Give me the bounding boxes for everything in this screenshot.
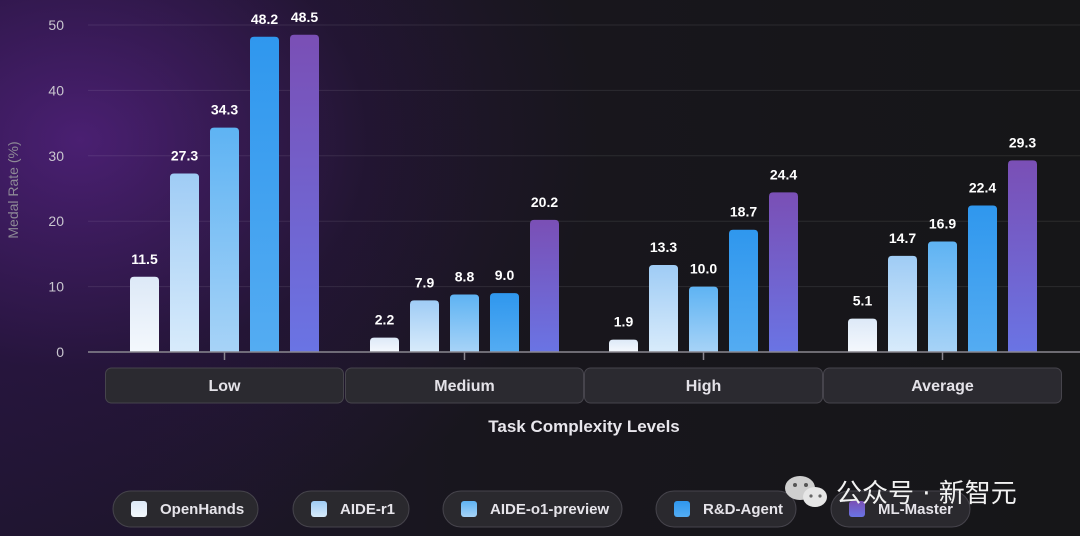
- legend-pill: [442, 490, 623, 528]
- legend-pill: [112, 490, 259, 528]
- legend-swatch: [461, 501, 477, 517]
- value-label-openhands-low: 11.5: [131, 251, 158, 267]
- watermark-text: 公众号 · 新智元: [836, 479, 1017, 509]
- legend-pill: [655, 490, 797, 528]
- value-label-ml-master-high: 24.4: [770, 166, 797, 182]
- value-label-aide-o1-preview-high: 10.0: [690, 261, 717, 277]
- bar-aide-r1-low: [170, 173, 199, 352]
- category-box-average: [823, 367, 1062, 404]
- legend-item-ml-master: ML-Master: [830, 490, 971, 528]
- y-tick-label: 50: [48, 17, 64, 33]
- legend-pill: [292, 490, 410, 528]
- y-axis-label: Medal Rate (%): [5, 141, 21, 238]
- y-tick-label: 30: [48, 148, 64, 164]
- bars: [130, 34, 1037, 353]
- legend-item-aide-o1-preview: AIDE-o1-preview: [442, 490, 623, 528]
- legend-item-openhands: OpenHands: [112, 490, 259, 528]
- value-label-aide-r1-medium: 7.9: [415, 274, 435, 290]
- category-label-high: High: [686, 378, 722, 395]
- bar-ml-master-low: [290, 34, 319, 353]
- bar-r-d-agent-medium: [490, 293, 519, 352]
- value-label-r-d-agent-high: 18.7: [730, 204, 757, 220]
- watermark: 公众号 · 新智元: [785, 476, 1017, 509]
- bar-ml-master-average: [1008, 160, 1037, 352]
- value-label-aide-o1-preview-low: 34.3: [211, 102, 238, 118]
- bar-openhands-medium: [370, 337, 399, 352]
- y-tick-label: 20: [48, 213, 64, 229]
- x-axis: [88, 351, 1080, 360]
- value-label-r-d-agent-low: 48.2: [251, 11, 278, 27]
- value-label-aide-r1-high: 13.3: [650, 239, 677, 255]
- value-label-aide-o1-preview-average: 16.9: [929, 215, 956, 231]
- y-tick-label: 0: [56, 344, 64, 360]
- bar-aide-o1-preview-high: [689, 286, 718, 352]
- value-label-aide-r1-average: 14.7: [889, 230, 916, 246]
- bar-aide-r1-medium: [410, 300, 439, 352]
- category-box-medium: [345, 367, 584, 404]
- bar-aide-o1-preview-low: [210, 127, 239, 352]
- bar-openhands-high: [609, 339, 638, 352]
- value-label-r-d-agent-medium: 9.0: [495, 267, 515, 283]
- legend-pill: [830, 490, 971, 528]
- legend: OpenHands AIDE-r1 AIDE-o1-preview R&D-Agent…: [112, 490, 971, 528]
- value-label-r-d-agent-average: 22.4: [969, 180, 996, 196]
- legend-swatch: [674, 501, 690, 517]
- value-label-ml-master-low: 48.5: [291, 9, 318, 25]
- legend-swatch: [311, 501, 327, 517]
- legend-swatch: [131, 501, 147, 517]
- legend-item-r-d-agent: R&D-Agent: [655, 490, 797, 528]
- category-label-medium: Medium: [434, 378, 494, 395]
- category-label-low: Low: [209, 378, 242, 395]
- value-label-aide-r1-low: 27.3: [171, 147, 198, 163]
- y-axis-ticks: 0 10 20 30 40 50: [48, 17, 64, 360]
- value-label-ml-master-medium: 20.2: [531, 194, 558, 210]
- bar-aide-r1-high: [649, 265, 678, 352]
- category-box-high: [584, 367, 823, 404]
- category-box-low: [105, 367, 344, 404]
- value-label-ml-master-average: 29.3: [1009, 134, 1036, 150]
- y-tick-label: 40: [48, 82, 64, 98]
- bar-r-d-agent-high: [729, 229, 758, 352]
- bar-openhands-low: [130, 276, 159, 352]
- legend-label: OpenHands: [160, 501, 244, 518]
- bar-ml-master-high: [769, 192, 798, 352]
- category-labels: Low Medium High Average: [105, 367, 1062, 404]
- bar-aide-o1-preview-medium: [450, 294, 479, 352]
- bar-r-d-agent-low: [250, 36, 279, 352]
- bar-r-d-agent-average: [968, 205, 997, 352]
- bar-openhands-average: [848, 318, 877, 352]
- bar-aide-o1-preview-average: [928, 241, 957, 352]
- wechat-icon: [785, 476, 827, 507]
- bar-ml-master-medium: [530, 219, 559, 352]
- value-label-aide-o1-preview-medium: 8.8: [455, 268, 475, 284]
- category-label-average: Average: [911, 378, 974, 395]
- legend-label: AIDE-o1-preview: [490, 501, 610, 518]
- value-label-openhands-medium: 2.2: [375, 312, 395, 328]
- x-axis-label: Task Complexity Levels: [488, 417, 680, 436]
- legend-label: ML-Master: [878, 501, 953, 518]
- y-tick-label: 10: [48, 279, 64, 295]
- legend-label: AIDE-r1: [340, 501, 395, 518]
- legend-label: R&D-Agent: [703, 501, 783, 518]
- value-label-openhands-average: 5.1: [853, 293, 873, 309]
- bar-aide-r1-average: [888, 255, 917, 352]
- legend-item-aide-r1: AIDE-r1: [292, 490, 410, 528]
- value-label-openhands-high: 1.9: [614, 314, 634, 330]
- value-labels: 11.5 27.3 34.3 48.2 48.5 2.2 7.9 8.8 9.0 20.2 1.9 1…: [131, 9, 1036, 330]
- legend-swatch: [849, 501, 865, 517]
